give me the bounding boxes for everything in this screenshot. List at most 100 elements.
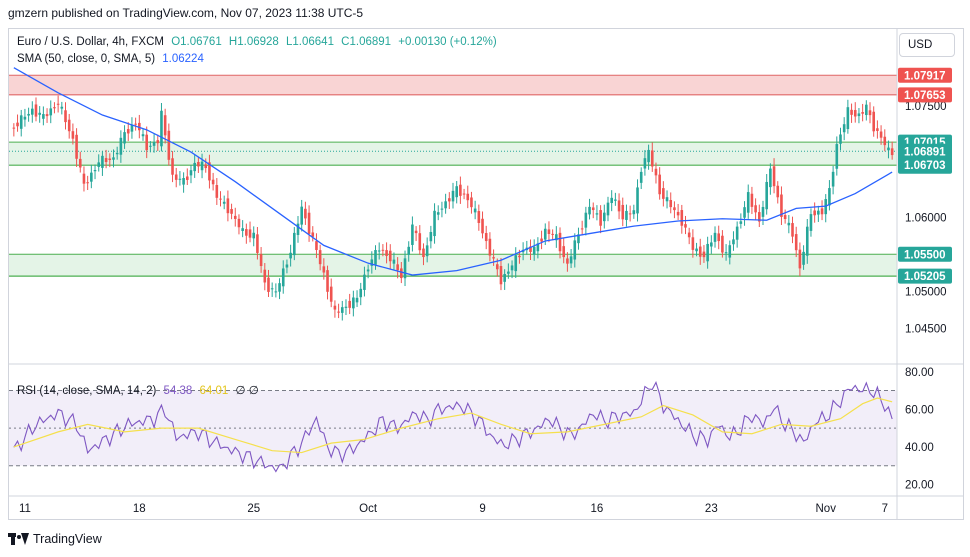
candle-body-203 (761, 206, 765, 217)
candle-body-194 (728, 245, 732, 258)
candle-body-130 (492, 257, 495, 259)
price-labels-layer: 1.079171.076531.070151.0689101:21:491.06… (898, 67, 952, 284)
candle-body-2 (19, 115, 23, 129)
candle-body-53 (208, 162, 211, 181)
candle-body-126 (477, 211, 481, 223)
candle-body-147 (555, 234, 558, 241)
rsi-label[interactable]: RSI (14, close, SMA, 14, 2) (17, 385, 157, 397)
price-tick-label: 1.07500 (905, 101, 947, 113)
candle-body-92 (352, 297, 355, 309)
candle-body-80 (307, 212, 311, 234)
candle-body-193 (724, 252, 728, 254)
sma-value: 1.06224 (162, 53, 204, 65)
candle-body-101 (385, 250, 388, 256)
ohlc-legend: Euro / U.S. Dollar, 4h, FXCM O1.06761 H1… (17, 36, 501, 48)
currency-button[interactable]: USD (899, 33, 955, 57)
candle-body-152 (573, 240, 577, 260)
zone-support-1 (9, 142, 897, 166)
candle-body-57 (222, 201, 226, 204)
candle-body-100 (381, 249, 385, 251)
candle-body-213 (798, 249, 802, 269)
candle-body-146 (551, 233, 554, 235)
candle-body-141 (532, 246, 536, 255)
candle-body-128 (484, 233, 488, 242)
candle-body-94 (359, 288, 363, 298)
time-tick-label: 16 (591, 503, 604, 515)
candles-layer (12, 95, 894, 321)
candle-body-54 (211, 179, 215, 185)
candle-body-228 (853, 110, 857, 117)
candle-body-219 (820, 208, 824, 215)
candle-body-98 (374, 250, 377, 265)
rsi-ma-line (13, 397, 893, 454)
candle-body-30 (123, 132, 126, 144)
candle-body-133 (503, 273, 506, 282)
candle-body-207 (776, 185, 780, 198)
candle-body-156 (588, 206, 591, 215)
candle-body-11 (53, 107, 56, 109)
candle-body-39 (156, 140, 160, 144)
candle-body-233 (872, 111, 876, 132)
candle-body-97 (370, 259, 374, 266)
candle-body-33 (134, 123, 137, 125)
candle-body-85 (326, 270, 329, 292)
candle-body-148 (558, 232, 562, 252)
candle-body-159 (599, 210, 602, 226)
candle-body-69 (267, 277, 270, 292)
zone-support-2 (9, 254, 897, 277)
time-tick-label: 9 (479, 503, 485, 515)
candle-body-24 (101, 155, 104, 168)
candle-body-116 (440, 208, 444, 210)
candle-body-119 (451, 190, 455, 202)
candle-body-150 (566, 258, 569, 264)
candle-body-142 (536, 243, 540, 252)
price-label-text: 1.06703 (904, 160, 946, 172)
candle-body-77 (296, 223, 300, 235)
candle-body-14 (64, 110, 67, 123)
price-label-box-4 (898, 157, 952, 173)
candle-body-61 (237, 218, 241, 228)
candle-body-41 (163, 115, 167, 136)
price-label-text: 1.05205 (904, 271, 946, 283)
sma-layer (13, 67, 893, 276)
candle-body-65 (252, 232, 256, 239)
time-tick-label: 11 (19, 503, 31, 515)
candle-body-20 (86, 182, 89, 184)
candle-body-197 (739, 221, 743, 224)
axis-layer: 1.075001.070001.060001.055001.050001.045… (9, 28, 963, 520)
symbol-name[interactable]: Euro / U.S. Dollar, 4h, FXCM (17, 36, 164, 48)
price-label-box-5 (898, 246, 952, 262)
price-label-box-6 (898, 268, 952, 284)
candle-body-188 (706, 243, 709, 262)
candle-body-201 (754, 205, 757, 213)
candle-body-157 (591, 207, 595, 211)
time-tick-label: Nov (816, 503, 837, 515)
candle-body-200 (750, 193, 754, 207)
candle-body-64 (248, 229, 252, 238)
close-value: C1.06891 (341, 36, 392, 48)
time-tick-label: 25 (247, 503, 260, 515)
footer-brand: TradingView (33, 532, 102, 546)
candle-body-42 (167, 130, 171, 160)
candle-body-83 (318, 250, 322, 265)
candle-body-32 (130, 124, 134, 132)
candle-body-187 (702, 251, 706, 258)
candle-body-99 (377, 250, 381, 252)
candle-body-72 (278, 283, 281, 292)
candle-body-222 (831, 171, 835, 187)
candle-body-127 (481, 218, 484, 234)
candle-body-96 (366, 269, 370, 272)
sma-label[interactable]: SMA (50, close, 0, SMA, 5) (17, 53, 156, 65)
candle-body-167 (628, 213, 632, 215)
candle-body-234 (876, 128, 879, 131)
candle-body-10 (49, 108, 53, 116)
candle-body-195 (732, 239, 735, 245)
candle-body-132 (499, 266, 503, 285)
candle-body-192 (721, 235, 724, 253)
candle-body-231 (865, 104, 868, 116)
zones-layer (9, 74, 897, 277)
candle-body-40 (160, 110, 163, 147)
candle-body-120 (455, 186, 458, 198)
candle-body-115 (436, 212, 440, 215)
